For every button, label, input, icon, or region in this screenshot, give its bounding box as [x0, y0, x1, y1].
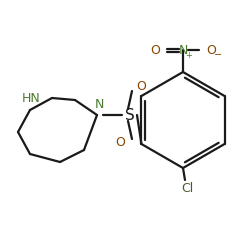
Text: −: − — [214, 50, 222, 60]
Text: +: + — [185, 50, 192, 60]
Text: Cl: Cl — [181, 181, 193, 194]
Text: N: N — [94, 98, 104, 112]
Text: N: N — [178, 43, 188, 56]
Text: O: O — [150, 43, 160, 56]
Text: O: O — [115, 137, 125, 150]
Text: O: O — [206, 43, 216, 56]
Text: S: S — [125, 108, 135, 122]
Text: O: O — [136, 80, 146, 94]
Text: HN: HN — [22, 92, 40, 106]
